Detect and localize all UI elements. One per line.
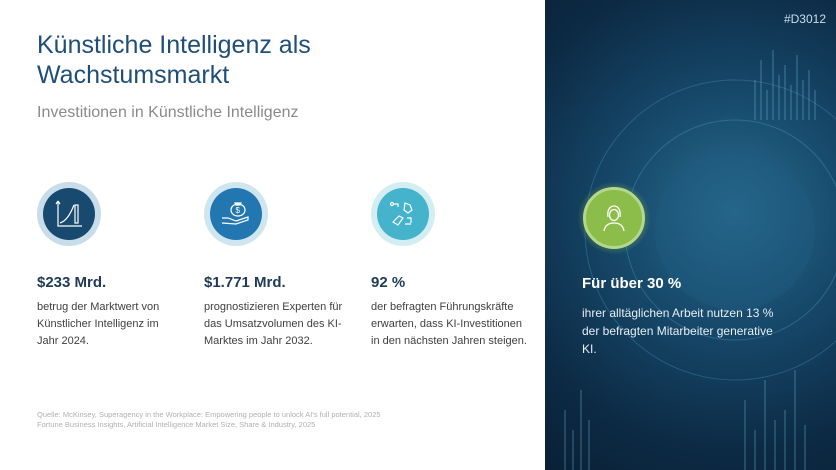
stat-description: betrug der Marktwert von Künstlicher Int… (37, 301, 160, 347)
stat-forecast: $1.771 Mrd. prognostizieren Experten für… (204, 274, 374, 350)
page-subtitle: Investitionen in Künstliche Intelligenz (37, 104, 299, 121)
stat-description: der befragten Führungskräfte erwarten, d… (371, 301, 527, 347)
source-note: Quelle: McKinsey, Superagency in the Wor… (37, 410, 381, 430)
stat-executives: 92 % der befragten Führungskräfte erwart… (371, 274, 541, 350)
svg-text:$: $ (236, 206, 241, 215)
money-bag-hand-icon: $ (204, 182, 268, 246)
slide-code: #D3012 (783, 12, 826, 26)
robot-human-hand-icon (371, 182, 435, 246)
stat-value: $233 Mrd. (37, 274, 107, 291)
source-line: Quelle: McKinsey, Superagency in the Wor… (37, 410, 381, 419)
stat-value: $1.771 Mrd. (204, 274, 286, 291)
ai-globe-background (564, 50, 836, 470)
source-line: Fortune Business Insights, Artificial In… (37, 420, 316, 429)
panel-value: Für über 30 % (582, 275, 682, 292)
stat-description: prognostizieren Experten für das Umsatzv… (204, 301, 343, 347)
person-icon (583, 187, 645, 249)
panel-description: ihrer alltäglichen Arbeit nutzen 13 % de… (582, 306, 774, 356)
stat-market-value: $233 Mrd. betrug der Marktwert von Künst… (37, 274, 207, 350)
page-title: Künstliche Intelligenz als Wachstumsmark… (37, 31, 311, 89)
stat-value: 92 % (371, 274, 406, 291)
highlight-panel: #D3012 Für über 30 % ihrer alltäglichen … (545, 0, 836, 470)
growth-chart-icon (37, 182, 101, 246)
